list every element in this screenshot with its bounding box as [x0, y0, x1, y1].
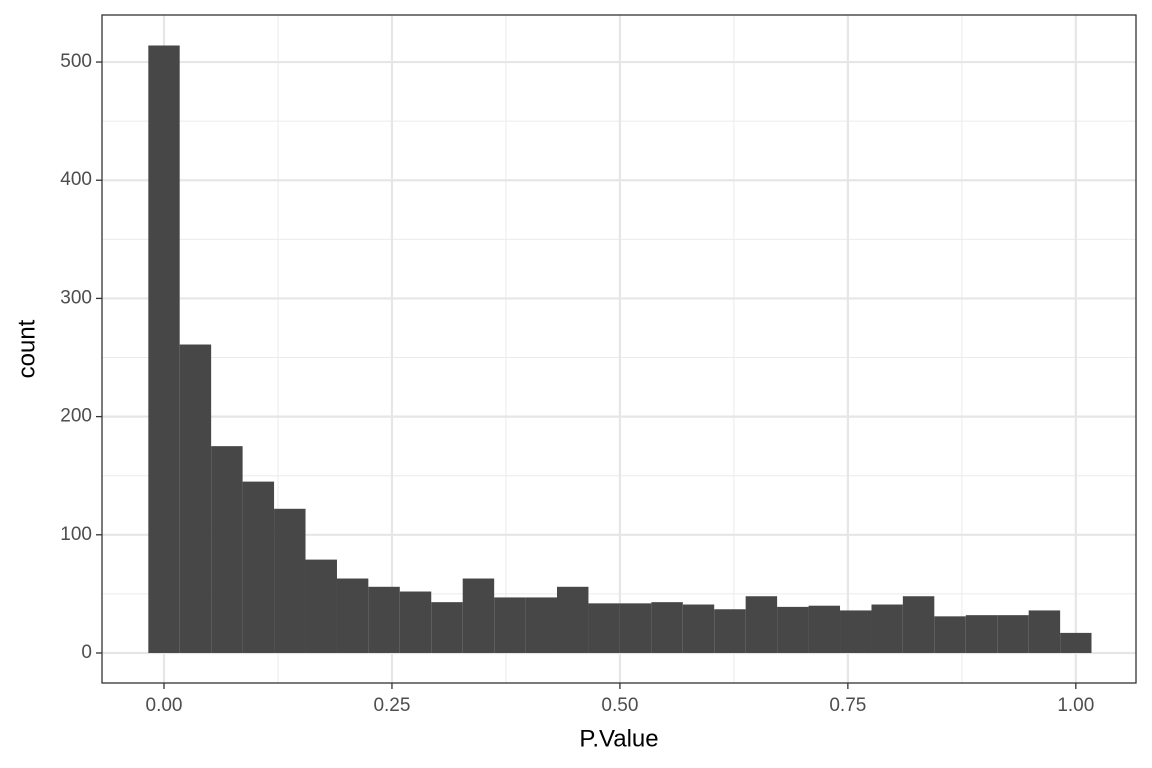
bar [148, 45, 180, 653]
x-tick-label: 0.25 [373, 695, 410, 716]
bar [965, 615, 998, 653]
bar [462, 578, 495, 653]
bar [336, 578, 369, 653]
bar [777, 606, 809, 653]
axes: 0.00 0.25 0.50 0.75 1.00 0 100 200 300 400 500 [60, 51, 1094, 716]
bar [934, 616, 966, 653]
bar [525, 597, 557, 653]
bar [368, 586, 400, 653]
bar [714, 609, 746, 653]
bar [651, 602, 683, 653]
y-axis-title: count [13, 319, 40, 378]
y-tick-label: 100 [60, 524, 92, 545]
bar [588, 603, 620, 653]
bar [179, 344, 212, 653]
bar [902, 596, 935, 653]
bars [148, 45, 1092, 653]
y-tick-label: 200 [60, 406, 92, 427]
panel-border [101, 14, 1137, 684]
bar [431, 602, 463, 653]
x-tick-label: 0.00 [146, 695, 183, 716]
y-tick-label: 400 [60, 169, 92, 190]
bar [305, 559, 337, 653]
bar [871, 604, 903, 653]
x-tick-label: 0.50 [601, 695, 638, 716]
y-tick-label: 0 [81, 642, 92, 663]
bar [1028, 610, 1061, 653]
bar [840, 610, 872, 653]
x-tick-label: 0.75 [829, 695, 866, 716]
bar [274, 508, 306, 653]
bar [1060, 632, 1092, 653]
bar [808, 605, 841, 653]
bar [997, 615, 1029, 653]
bar [745, 596, 778, 653]
x-tick-label: 1.00 [1057, 695, 1094, 716]
bar [399, 591, 432, 653]
bar [211, 446, 243, 653]
bar [242, 481, 275, 653]
bar [619, 603, 652, 653]
bar [682, 604, 715, 653]
y-tick-label: 300 [60, 287, 92, 308]
x-axis-title: P.Value [579, 725, 658, 752]
bar [494, 597, 526, 653]
bar [556, 586, 589, 653]
y-tick-label: 500 [60, 51, 92, 72]
